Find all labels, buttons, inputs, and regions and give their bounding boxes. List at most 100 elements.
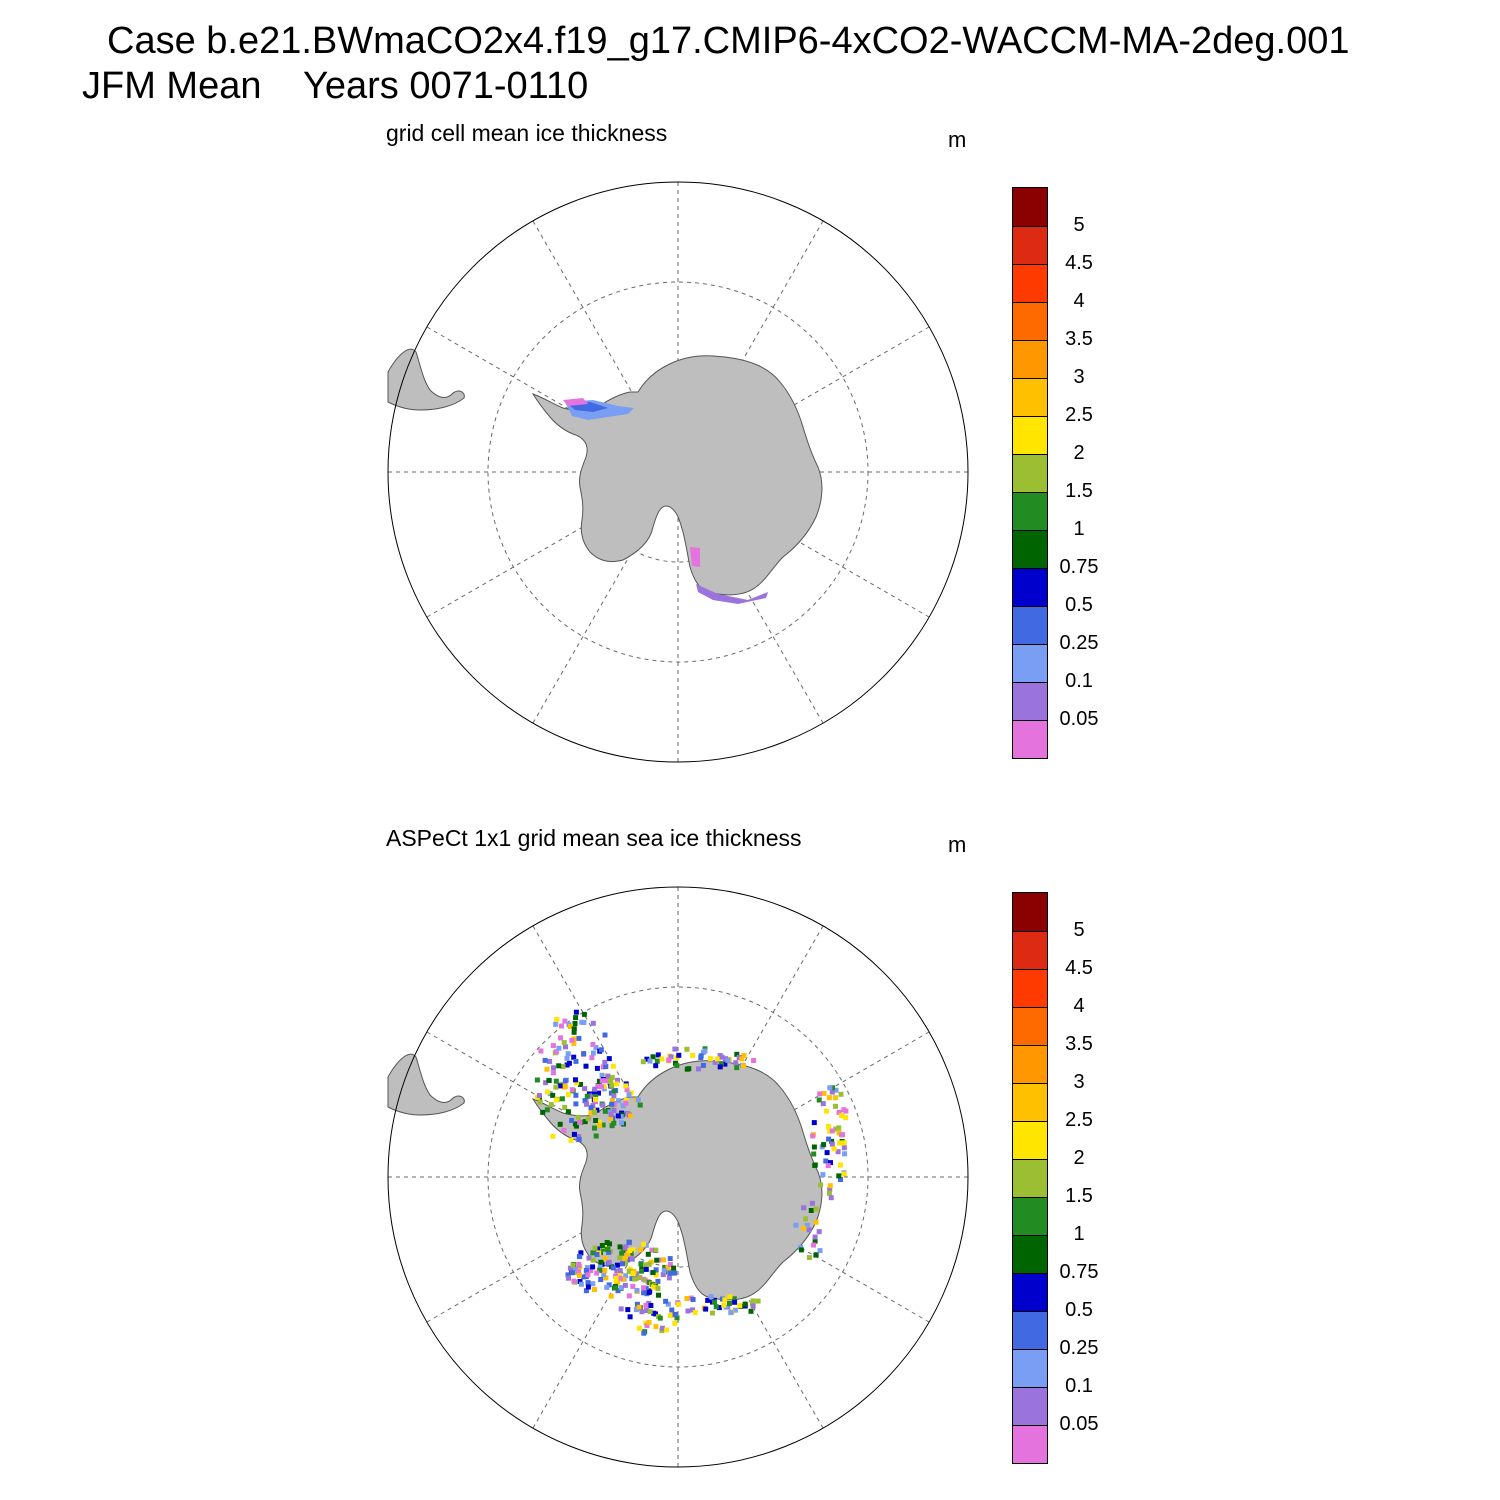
aspect-cell: [614, 1081, 620, 1087]
aspect-cell: [690, 1052, 696, 1058]
aspect-cell: [538, 1048, 544, 1054]
aspect-cell: [672, 1320, 678, 1326]
aspect-cell: [563, 1044, 568, 1050]
aspect-cell: [722, 1061, 728, 1067]
aspect-cell: [646, 1320, 652, 1325]
panel-title-model: grid cell mean ice thickness: [386, 120, 668, 146]
aspect-cell: [737, 1303, 743, 1309]
colorbar-segment: [1013, 644, 1047, 682]
aspect-cell: [567, 1265, 573, 1271]
aspect-cell: [656, 1292, 661, 1298]
aspect-cell: [610, 1063, 616, 1069]
aspect-cell: [573, 1015, 579, 1021]
aspect-cell: [715, 1056, 720, 1062]
aspect-cell: [727, 1294, 733, 1300]
colorbar-tick-label: 1: [1073, 1223, 1085, 1245]
colorbar-segment: [1013, 1425, 1047, 1463]
aspect-cell: [544, 1107, 550, 1113]
aspect-cell: [618, 1285, 624, 1291]
aspect-cell: [600, 1122, 606, 1128]
aspect-cell: [820, 1101, 826, 1107]
aspect-cell: [569, 1037, 575, 1043]
aspect-cell: [645, 1251, 651, 1257]
aspect-cell: [553, 1049, 559, 1055]
aspect-cell: [630, 1271, 636, 1277]
aspect-cell: [840, 1132, 846, 1138]
aspect-cell: [584, 1093, 590, 1099]
aspect-cell: [617, 1275, 623, 1281]
aspect-cell: [603, 1064, 609, 1069]
aspect-cell: [634, 1287, 640, 1293]
aspect-cell: [607, 1241, 612, 1247]
aspect-cell: [639, 1309, 645, 1315]
aspect-cell: [576, 1134, 582, 1140]
south-america-landmass: [387, 1053, 465, 1116]
colorbar-segment: [1013, 1349, 1047, 1387]
aspect-cell: [812, 1234, 818, 1240]
aspect-cell: [685, 1308, 691, 1314]
aspect-cell: [813, 1206, 819, 1212]
aspect-cell: [828, 1160, 833, 1166]
aspect-cell: [573, 1077, 578, 1083]
aspect-cell: [575, 1114, 581, 1120]
aspect-cell: [830, 1085, 835, 1091]
aspect-cell: [636, 1325, 642, 1331]
aspect-cell: [566, 1275, 571, 1281]
aspect-cell: [750, 1303, 756, 1309]
aspect-cell: [751, 1058, 757, 1063]
aspect-cell: [655, 1285, 661, 1291]
colorbar-segment: [1013, 1083, 1047, 1121]
aspect-cell: [588, 1105, 594, 1111]
aspect-cell: [579, 1019, 585, 1025]
aspect-cell: [624, 1087, 630, 1093]
aspect-cell: [651, 1310, 657, 1316]
aspect-cell: [598, 1259, 604, 1265]
aspect-cell: [667, 1256, 673, 1262]
aspect-cell: [801, 1225, 807, 1231]
aspect-cell: [586, 1255, 592, 1261]
aspect-cell: [643, 1285, 649, 1291]
aspect-cell: [590, 1041, 596, 1047]
aspect-cell: [827, 1128, 833, 1134]
aspect-cell: [593, 1133, 599, 1139]
colorbar-tick-label: 1.5: [1065, 480, 1093, 502]
aspect-cell: [809, 1200, 815, 1206]
aspect-cell: [617, 1270, 623, 1276]
aspect-cell: [627, 1314, 633, 1320]
aspect-cell: [571, 1131, 577, 1137]
aspect-cell: [659, 1056, 665, 1062]
aspect-cell: [721, 1302, 727, 1308]
aspect-cell: [829, 1141, 835, 1147]
aspect-cell: [595, 1083, 601, 1089]
aspect-cell: [811, 1120, 817, 1126]
aspect-cell: [686, 1066, 692, 1072]
aspect-cell: [606, 1109, 612, 1115]
aspect-cell: [722, 1297, 728, 1303]
aspect-cell: [604, 1078, 610, 1084]
aspect-cell: [623, 1260, 628, 1266]
colorbar-segment: [1013, 606, 1047, 644]
aspect-cell: [545, 1089, 551, 1095]
aspect-cell: [598, 1277, 604, 1282]
aspect-cell: [719, 1054, 725, 1060]
aspect-cell: [571, 1278, 577, 1284]
colorbar-segment: [1013, 1007, 1047, 1045]
aspect-cell: [653, 1247, 659, 1253]
aspect-cell: [625, 1251, 631, 1256]
aspect-cell: [741, 1063, 746, 1069]
aspect-cell: [536, 1093, 542, 1098]
aspect-cell: [602, 1268, 608, 1274]
aspect-cell: [665, 1265, 671, 1271]
colorbar-tick-label: 1: [1073, 518, 1085, 540]
aspect-cell: [609, 1098, 615, 1103]
aspect-cell: [833, 1126, 839, 1132]
aspect-cell: [609, 1123, 615, 1129]
aspect-cell: [731, 1296, 737, 1302]
aspect-cell: [565, 1092, 571, 1097]
aspect-cell: [641, 1290, 647, 1296]
aspect-cell: [609, 1101, 615, 1107]
aspect-cell: [812, 1238, 818, 1244]
aspect-cell: [665, 1301, 671, 1307]
aspect-cell: [581, 1274, 587, 1280]
aspect-cell: [623, 1273, 629, 1279]
